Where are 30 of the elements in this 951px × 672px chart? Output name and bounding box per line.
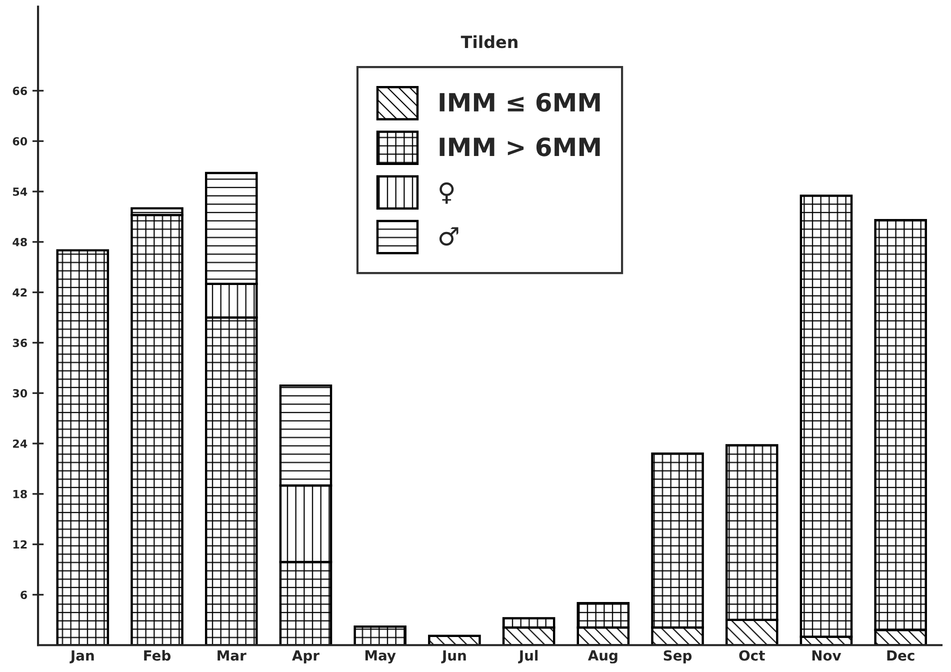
x-tick-label: Nov — [812, 650, 842, 661]
legend-label: IMM > 6MM — [440, 137, 600, 156]
text: Tilden — [460, 35, 518, 48]
y-tick-label: 36 — [12, 338, 28, 348]
x-tick-label: May — [365, 650, 396, 664]
y-tick-label: 12 — [13, 540, 27, 549]
y-tick-label: 24 — [13, 439, 28, 448]
y-tick-label: 6 — [20, 590, 28, 600]
x-tick-label: Mar — [218, 650, 246, 661]
y-tick-label: 48 — [12, 238, 27, 246]
x-tick-label: Jun — [441, 650, 466, 664]
legend-label: IMM ≤ 6MM — [440, 92, 600, 112]
y-tick-label: 66 — [12, 86, 28, 96]
bar — [354, 626, 406, 646]
legend-label: ♂ — [439, 227, 458, 246]
bar — [56, 249, 110, 646]
x-tick-label: Sep — [664, 650, 692, 664]
x-tick-label: Jul — [518, 650, 538, 664]
y-tick-label: 60 — [12, 137, 28, 146]
x-tick-label: Apr — [292, 650, 320, 664]
x-tick-label: Aug — [588, 650, 618, 664]
y-tick-label: 42 — [12, 288, 27, 297]
legend-label: ♀ — [440, 182, 454, 204]
x-tick-label: Jan — [70, 650, 94, 664]
y-tick-label: 18 — [13, 490, 27, 498]
x-tick-label: Feb — [144, 650, 171, 661]
y-tick-label: 54 — [13, 188, 28, 196]
x-tick-label: Oct — [739, 650, 765, 661]
x-tick-label: Dec — [887, 650, 914, 661]
y-tick-label: 30 — [12, 389, 28, 398]
